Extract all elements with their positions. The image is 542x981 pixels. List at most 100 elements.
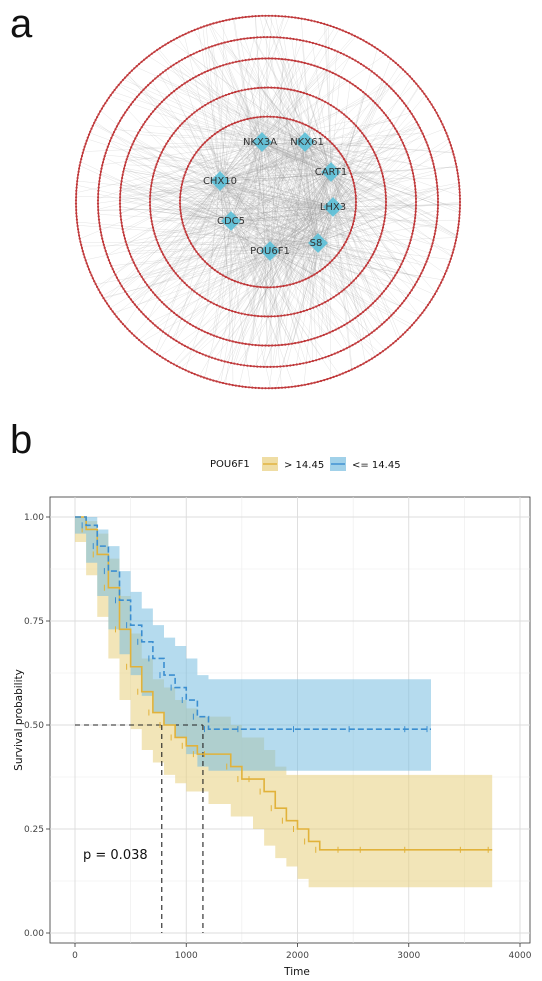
ring-node [266,36,269,39]
ring-node [199,146,202,149]
ring-node [285,284,288,287]
ring-node [151,322,154,325]
ring-node [135,267,138,270]
ring-node [277,344,280,347]
ring-node [352,279,355,282]
ring-node [380,169,383,172]
ring-node [367,306,370,309]
ring-node [413,223,416,226]
ring-node [223,41,226,44]
ring-node [312,306,315,309]
ring-node [449,257,452,260]
ring-node [119,186,122,189]
ring-node [388,85,391,88]
ring-node [172,63,175,66]
ring-node [222,64,225,67]
ring-node [452,153,455,156]
ring-node [437,287,440,290]
ring-node [256,365,259,368]
ring-node [332,105,335,108]
ring-node [111,133,114,137]
ring-node [256,116,259,119]
ring-node [447,138,450,141]
ring-node [198,49,201,53]
ring-node [207,355,210,358]
ring-node [417,316,420,319]
ring-node [433,232,436,235]
ring-node [93,121,96,124]
ring-node [266,86,270,89]
ring-node [451,251,454,254]
ring-node [389,344,392,347]
ring-node [183,57,186,60]
ring-node [169,65,172,68]
ring-node [346,322,349,325]
ring-node [212,379,215,382]
ring-node [319,379,323,383]
ring-node [400,263,403,266]
ring-node [336,50,339,53]
ring-node [240,119,243,122]
ring-node [456,169,459,172]
ring-node [101,164,104,167]
ring-node [297,60,300,63]
ring-node [157,244,161,247]
ring-node [284,58,287,61]
ring-node [119,212,122,215]
ring-node [135,95,138,99]
ring-node [140,341,143,344]
ring-node [206,24,209,27]
ring-node [206,262,209,265]
ring-node [133,98,136,101]
ring-node [381,226,385,229]
ring-node [184,230,187,233]
ring-node [103,246,106,249]
ring-node [222,337,225,340]
ring-node [156,353,159,356]
ring-node [428,100,431,103]
ring-node [121,173,124,176]
ring-node [351,318,354,321]
ring-node [257,57,260,60]
ring-node [231,340,234,343]
ring-node [146,118,149,121]
ring-node [165,142,168,145]
ring-node [123,164,126,167]
ring-node [376,47,379,51]
ring-node [302,39,305,42]
hub-label: CHX10 [203,176,237,187]
ring-node [422,135,426,138]
ring-node [75,208,78,212]
ring-node [77,231,80,234]
ring-node [104,151,107,155]
ring-node [364,308,367,311]
ring-node [228,339,231,342]
ring-node [251,343,254,346]
ring-node [349,229,353,232]
ring-node [362,337,365,340]
ring-node [279,285,282,288]
ring-node [370,70,373,73]
ring-node [341,372,344,375]
ring-node [138,62,141,66]
ring-node [208,264,211,267]
ring-node [276,86,279,89]
ring-node [424,138,427,141]
ring-node [75,189,78,192]
ring-node [313,64,316,67]
ring-node [374,154,377,157]
ring-node [433,169,436,172]
ring-node [183,281,186,284]
ring-node [182,177,185,180]
ring-node [378,106,381,109]
ring-node [219,336,222,339]
ring-node [253,87,256,90]
ring-node [340,76,343,79]
ring-node [290,59,293,62]
ring-node [109,262,112,265]
ring-node [120,116,123,119]
ring-node [352,181,355,184]
hub-diamond-icon [252,132,272,152]
ring-node [215,97,218,100]
ring-node [354,200,358,204]
